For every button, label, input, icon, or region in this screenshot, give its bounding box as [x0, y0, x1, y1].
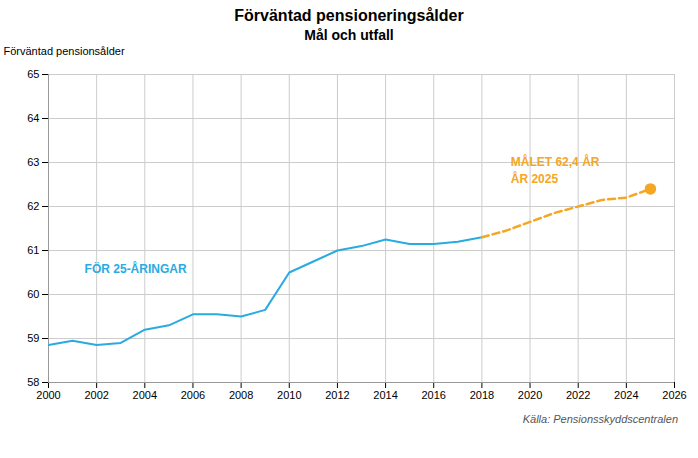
svg-text:2008: 2008 [229, 389, 253, 401]
svg-text:2000: 2000 [36, 389, 60, 401]
svg-text:2018: 2018 [470, 389, 494, 401]
svg-text:2020: 2020 [518, 389, 542, 401]
svg-text:2006: 2006 [181, 389, 205, 401]
html-text:Förväntad pensioneringsålder: Förväntad pensioneringsålder [234, 7, 464, 24]
svg-text:2012: 2012 [325, 389, 349, 401]
svg-text:63: 63 [27, 156, 39, 168]
svg-text:FÖR 25-ÅRINGAR: FÖR 25-ÅRINGAR [85, 261, 187, 276]
svg-text:64: 64 [27, 112, 39, 124]
svg-text:2004: 2004 [133, 389, 157, 401]
svg-text:2016: 2016 [421, 389, 445, 401]
svg-text:2002: 2002 [84, 389, 108, 401]
svg-text:2022: 2022 [566, 389, 590, 401]
svg-text:61: 61 [27, 244, 39, 256]
svg-text:62: 62 [27, 200, 39, 212]
svg-text:2024: 2024 [614, 389, 638, 401]
html-text:Källa: Pensionsskyddscentralen: Källa: Pensionsskyddscentralen [522, 413, 678, 425]
svg-text:58: 58 [27, 376, 39, 388]
svg-text:2026: 2026 [662, 389, 686, 401]
html-text:Mål och utfall: Mål och utfall [304, 27, 394, 43]
svg-text:MÅLET 62,4 ÅRÅR 2025: MÅLET 62,4 ÅRÅR 2025 [511, 154, 600, 186]
svg-text:60: 60 [27, 288, 39, 300]
svg-text:Förväntad pensionsålder: Förväntad pensionsålder [4, 45, 125, 57]
svg-text:65: 65 [27, 68, 39, 80]
svg-text:59: 59 [27, 332, 39, 344]
svg-text:2010: 2010 [277, 389, 301, 401]
svg-text:2014: 2014 [373, 389, 397, 401]
